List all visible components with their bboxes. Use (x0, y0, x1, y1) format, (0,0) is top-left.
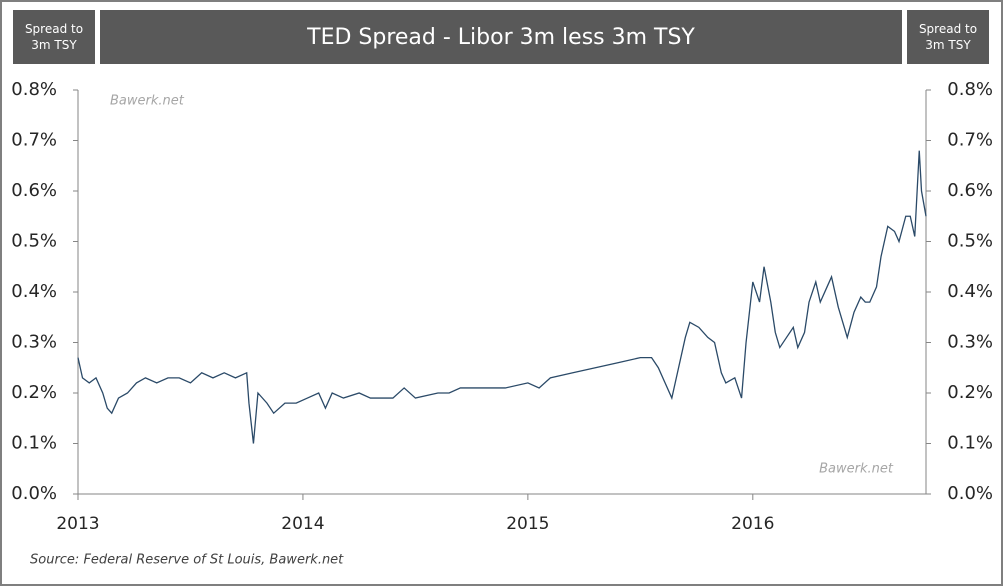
line (77, 150, 927, 444)
y2-label: Spread to 3m TSY (918, 22, 978, 52)
y2-tick-label: 0.6% (947, 180, 993, 201)
watermark: Bawerk.net (819, 462, 894, 477)
y-tick-label: 0.6% (11, 180, 57, 201)
watermark: Bawerk.net (110, 94, 185, 109)
y2-tick-label: 0.8% (947, 79, 993, 100)
y-label-box: Spread to 3m TSY (13, 10, 95, 64)
y-label: Spread to 3m TSY (24, 22, 84, 52)
x-tick-label: 2016 (731, 514, 774, 534)
source: Source: Federal Reserve of St Louis, Baw… (30, 553, 344, 568)
y2-tick-label: 0.7% (947, 130, 993, 151)
y2-label-box: Spread to 3m TSY (907, 10, 989, 64)
y2-tick-label: 0.3% (947, 332, 993, 353)
y-tick-label: 0.1% (11, 433, 57, 454)
y-tick-label: 0.7% (11, 130, 57, 151)
header-title-box (100, 10, 902, 64)
y-tick-label: 0.8% (11, 79, 57, 100)
y-tick-label: 0.5% (11, 231, 57, 252)
y-tick-label: 0.0% (11, 483, 57, 504)
y2-tick-label: 0.4% (947, 281, 993, 302)
x-tick-label: 2013 (56, 514, 99, 534)
y2-tick-label: 0.2% (947, 382, 993, 403)
header-left-box (13, 10, 95, 64)
x-tick-label: 2015 (506, 514, 549, 534)
x-tick-label: 2014 (281, 514, 324, 534)
y2-tick-label: 0.1% (947, 433, 993, 454)
y2-tick-label: 0.5% (947, 231, 993, 252)
y-tick-label: 0.3% (11, 332, 57, 353)
chart-title: TED Spread - Libor 3m less 3m TSY (306, 25, 695, 50)
header-right-box (907, 10, 989, 64)
y-tick-label: 0.2% (11, 382, 57, 403)
y2-tick-label: 0.0% (947, 483, 993, 504)
y-tick-label: 0.4% (11, 281, 57, 302)
